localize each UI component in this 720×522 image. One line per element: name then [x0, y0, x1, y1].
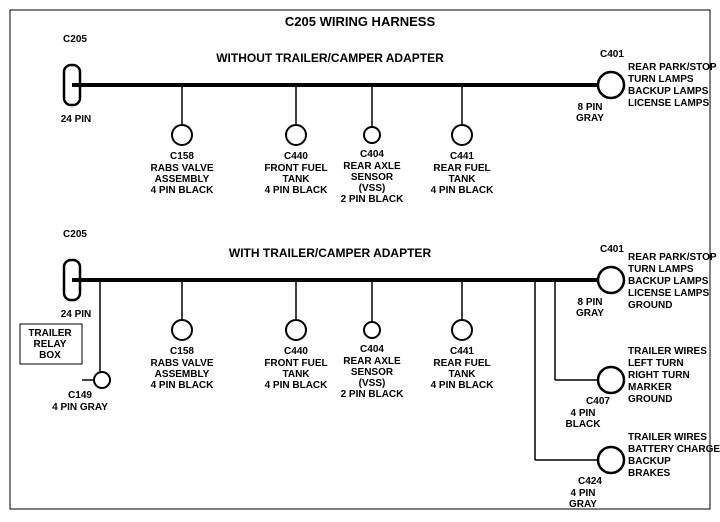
svg-text:RABS VALVE: RABS VALVE: [151, 163, 214, 174]
svg-text:REAR PARK/STOP: REAR PARK/STOP: [628, 62, 717, 73]
svg-text:C404: C404: [360, 149, 384, 160]
svg-text:LEFT TURN: LEFT TURN: [628, 358, 684, 369]
svg-text:(VSS): (VSS): [359, 378, 386, 389]
drop-node: [172, 320, 192, 340]
svg-text:C401: C401: [600, 244, 624, 255]
svg-text:24 PIN: 24 PIN: [61, 114, 92, 125]
svg-text:GROUND: GROUND: [628, 300, 672, 311]
svg-text:RELAY: RELAY: [34, 339, 67, 350]
drop-node: [286, 320, 306, 340]
svg-text:FRONT FUEL: FRONT FUEL: [264, 163, 327, 174]
svg-text:SENSOR: SENSOR: [351, 367, 394, 378]
connector-right-extra: [598, 447, 624, 473]
drop-node: [286, 125, 306, 145]
connector-c401: [598, 72, 624, 98]
svg-text:TRAILER WIRES: TRAILER WIRES: [628, 432, 707, 443]
svg-text:4 PIN BLACK: 4 PIN BLACK: [151, 380, 215, 391]
svg-text:4 PIN BLACK: 4 PIN BLACK: [431, 185, 495, 196]
svg-text:BOX: BOX: [39, 350, 61, 361]
svg-text:REAR FUEL: REAR FUEL: [433, 358, 490, 369]
svg-text:4 PIN GRAY: 4 PIN GRAY: [52, 402, 108, 413]
svg-text:GRAY: GRAY: [576, 308, 604, 319]
svg-text:REAR AXLE: REAR AXLE: [343, 356, 401, 367]
svg-text:C205: C205: [63, 229, 87, 240]
drop-node: [364, 322, 380, 338]
drop-node: [452, 125, 472, 145]
svg-text:FRONT FUEL: FRONT FUEL: [264, 358, 327, 369]
svg-text:TRAILER WIRES: TRAILER WIRES: [628, 346, 707, 357]
drop-node: [364, 127, 380, 143]
svg-text:TANK: TANK: [282, 369, 310, 380]
svg-text:MARKER: MARKER: [628, 382, 673, 393]
svg-text:2 PIN BLACK: 2 PIN BLACK: [341, 389, 405, 400]
svg-text:WITHOUT TRAILER/CAMPER ADAPT: WITHOUT TRAILER/CAMPER ADAPTER: [216, 51, 444, 65]
svg-text:LICENSE LAMPS: LICENSE LAMPS: [628, 98, 709, 109]
svg-text:ASSEMBLY: ASSEMBLY: [155, 174, 210, 185]
svg-text:C441: C441: [450, 151, 474, 162]
svg-text:8 PIN: 8 PIN: [577, 102, 602, 113]
svg-text:TANK: TANK: [448, 174, 476, 185]
svg-text:C401: C401: [600, 49, 624, 60]
svg-text:2 PIN BLACK: 2 PIN BLACK: [341, 194, 405, 205]
svg-text:BACKUP LAMPS: BACKUP LAMPS: [628, 86, 709, 97]
svg-text:C158: C158: [170, 151, 194, 162]
connector-c401: [598, 267, 624, 293]
svg-text:C441: C441: [450, 346, 474, 357]
svg-text:REAR PARK/STOP: REAR PARK/STOP: [628, 252, 717, 263]
svg-text:BATTERY CHARGE: BATTERY CHARGE: [628, 444, 720, 455]
svg-text:WITH TRAILER/CAMPER ADAPTER: WITH TRAILER/CAMPER ADAPTER: [229, 246, 432, 260]
svg-text:4 PIN BLACK: 4 PIN BLACK: [265, 380, 329, 391]
connector-right-extra: [598, 367, 624, 393]
svg-text:TANK: TANK: [448, 369, 476, 380]
svg-text:SENSOR: SENSOR: [351, 172, 394, 183]
svg-text:TURN LAMPS: TURN LAMPS: [628, 264, 694, 275]
svg-text:C424: C424: [578, 476, 602, 487]
svg-text:REAR FUEL: REAR FUEL: [433, 163, 490, 174]
drop-node: [172, 125, 192, 145]
svg-text:BLACK: BLACK: [566, 419, 602, 430]
svg-text:C205: C205: [63, 34, 87, 45]
svg-text:4 PIN BLACK: 4 PIN BLACK: [265, 185, 329, 196]
svg-text:GRAY: GRAY: [576, 113, 604, 124]
svg-text:TANK: TANK: [282, 174, 310, 185]
svg-text:4 PIN: 4 PIN: [570, 408, 595, 419]
svg-text:ASSEMBLY: ASSEMBLY: [155, 369, 210, 380]
wiring-diagram: C205 WIRING HARNESS WITHOUT TRAILER/CAMPE…: [0, 0, 720, 517]
svg-text:GROUND: GROUND: [628, 394, 672, 405]
svg-text:TRAILER: TRAILER: [28, 328, 72, 339]
svg-text:REAR AXLE: REAR AXLE: [343, 161, 401, 172]
svg-text:TURN LAMPS: TURN LAMPS: [628, 74, 694, 85]
svg-text:C440: C440: [284, 346, 308, 357]
svg-text:C404: C404: [360, 344, 384, 355]
drop-node: [452, 320, 472, 340]
svg-text:LICENSE LAMPS: LICENSE LAMPS: [628, 288, 709, 299]
svg-text:C149: C149: [68, 390, 92, 401]
svg-text:C407: C407: [586, 396, 610, 407]
svg-text:4 PIN BLACK: 4 PIN BLACK: [431, 380, 495, 391]
svg-text:C205 WIRING HARNESS: C205 WIRING HARNESS: [285, 14, 436, 29]
svg-text:4 PIN: 4 PIN: [570, 488, 595, 499]
svg-text:(VSS): (VSS): [359, 183, 386, 194]
svg-text:BACKUP: BACKUP: [628, 456, 671, 467]
svg-text:RABS VALVE: RABS VALVE: [151, 358, 214, 369]
svg-text:C440: C440: [284, 151, 308, 162]
connector-c149: [94, 372, 110, 388]
svg-text:RIGHT TURN: RIGHT TURN: [628, 370, 690, 381]
svg-text:8 PIN: 8 PIN: [577, 297, 602, 308]
svg-text:GRAY: GRAY: [569, 499, 597, 510]
svg-text:BACKUP LAMPS: BACKUP LAMPS: [628, 276, 709, 287]
svg-text:C158: C158: [170, 346, 194, 357]
svg-text:24 PIN: 24 PIN: [61, 309, 92, 320]
svg-text:4 PIN BLACK: 4 PIN BLACK: [151, 185, 215, 196]
svg-text:BRAKES: BRAKES: [628, 468, 671, 479]
